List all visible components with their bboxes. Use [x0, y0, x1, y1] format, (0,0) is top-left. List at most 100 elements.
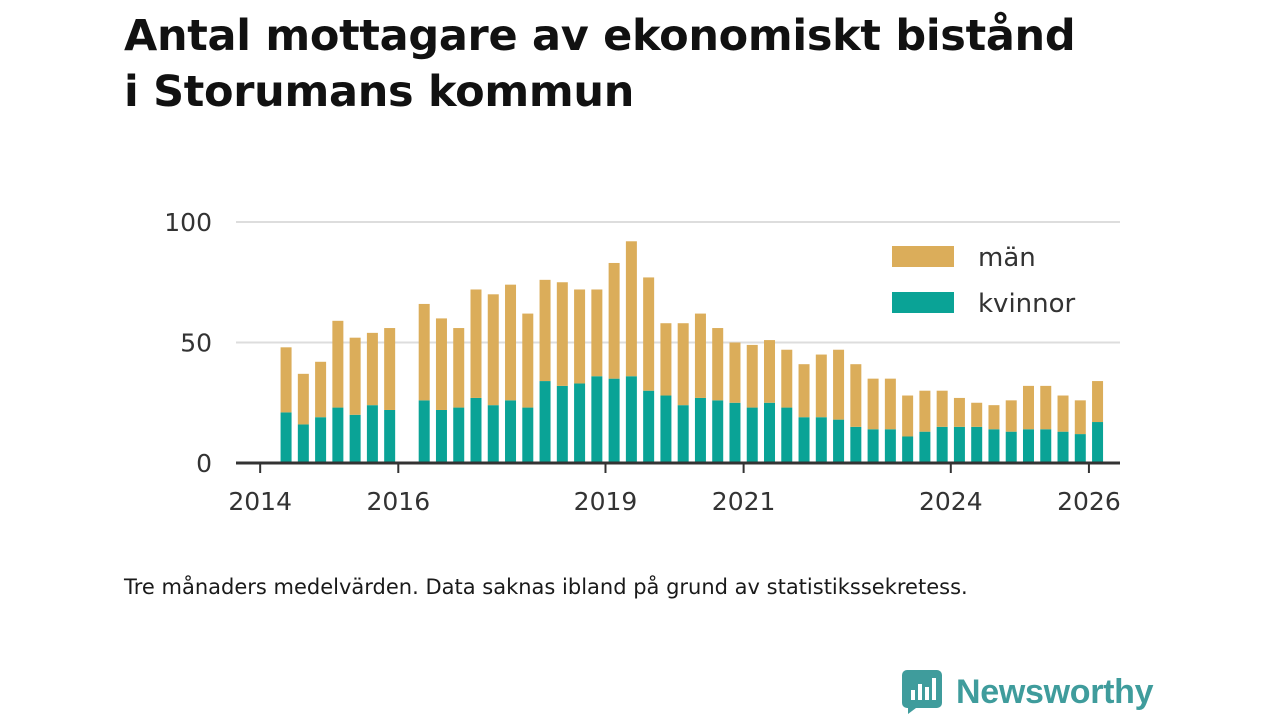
bar-man [608, 262, 620, 379]
bar-man [677, 323, 689, 406]
bar-man [850, 364, 862, 427]
bar-man [591, 289, 603, 377]
bar-man [1074, 400, 1086, 435]
title-line-1: Antal mottagare av ekonomiskt bistånd [124, 11, 1076, 61]
bar-kvinnor [746, 407, 758, 463]
y-tick-label: 50 [180, 329, 212, 358]
bar-man [660, 323, 672, 396]
bar-kvinnor [366, 405, 378, 463]
bar-man [764, 340, 776, 403]
bar-kvinnor [850, 426, 862, 463]
y-tick-label: 0 [196, 449, 212, 478]
bar-man [694, 313, 706, 398]
bar-kvinnor [902, 436, 914, 463]
bar-kvinnor [764, 402, 776, 463]
bar-man [1057, 395, 1069, 432]
y-tick-label: 100 [164, 208, 212, 237]
title-line-2: i Storumans kommun [124, 67, 635, 117]
x-tick-label: 2026 [1057, 487, 1121, 516]
bar-kvinnor [953, 426, 965, 463]
bar-kvinnor [625, 376, 637, 463]
bar-man [815, 354, 827, 418]
legend-label-kvinnor: kvinnor [978, 289, 1076, 319]
bar-kvinnor [1092, 422, 1104, 463]
bar-kvinnor [280, 412, 292, 463]
bar-kvinnor [1005, 431, 1017, 463]
bar-kvinnor [798, 417, 810, 463]
bar-man [1022, 385, 1034, 430]
x-axis: 2014 2016 2019 2021 2024 2026 [228, 461, 1121, 516]
stacked-bar-chart: 2014 2016 2019 2021 2024 2026 0 50 100 män kvinn… [164, 208, 1121, 516]
bar-kvinnor [384, 409, 396, 463]
x-tick-label: 2016 [366, 487, 430, 516]
x-tick-label: 2024 [919, 487, 983, 516]
bar-kvinnor [1074, 434, 1086, 463]
bar-man [971, 402, 983, 427]
bar-kvinnor [643, 390, 655, 463]
bar-kvinnor [660, 395, 672, 463]
bar-man [1040, 385, 1052, 430]
bar-kvinnor [297, 424, 309, 463]
bar-man [1005, 400, 1017, 432]
bar-kvinnor [539, 381, 551, 463]
bar-kvinnor [988, 429, 1000, 463]
bar-man [453, 328, 465, 408]
bar-kvinnor [418, 400, 430, 463]
bar-kvinnor [315, 417, 327, 463]
bar-kvinnor [781, 407, 793, 463]
bar-kvinnor [919, 431, 931, 463]
bar-man [867, 378, 879, 430]
bar-man [418, 303, 430, 401]
bar-man [953, 397, 965, 427]
bar-man [487, 294, 499, 406]
bar-kvinnor [729, 402, 741, 463]
bar-man [1092, 381, 1104, 423]
bar-man [574, 289, 586, 384]
bar-man [781, 349, 793, 408]
bar-man [712, 328, 724, 401]
bar-kvinnor [712, 400, 724, 463]
bar-man [435, 318, 447, 410]
bar-kvinnor [971, 426, 983, 463]
bar-man [988, 405, 1000, 430]
bar-man [366, 332, 378, 406]
y-axis: 0 50 100 [164, 208, 212, 478]
bar-kvinnor [1057, 431, 1069, 463]
bar-man [384, 328, 396, 410]
bar-man [798, 364, 810, 418]
bar-kvinnor [1040, 429, 1052, 463]
bar-man [297, 373, 309, 425]
legend-swatch-kvinnor [892, 292, 954, 313]
legend-label-man: män [978, 243, 1036, 273]
bar-kvinnor [677, 405, 689, 463]
legend: män kvinnor [892, 243, 1076, 319]
brand-name: Newsworthy [956, 672, 1154, 711]
chart-title: Antal mottagare av ekonomiskt bistånd i … [124, 8, 1224, 120]
bar-kvinnor [591, 376, 603, 463]
bar-kvinnor [487, 405, 499, 463]
bar-man [349, 337, 361, 415]
bar-man [746, 344, 758, 408]
bar-man [332, 320, 344, 408]
bar-kvinnor [332, 407, 344, 463]
bar-man [522, 313, 534, 408]
caption: Tre månaders medelvärden. Data saknas ib… [124, 575, 968, 599]
bar-kvinnor [833, 419, 845, 463]
bar-man [936, 390, 948, 427]
bar-kvinnor [1022, 429, 1034, 463]
bar-man [470, 289, 482, 398]
brand-logo[interactable]: Newsworthy [902, 670, 1154, 714]
x-tick-label: 2014 [228, 487, 292, 516]
bar-kvinnor [884, 429, 896, 463]
bar-kvinnor [453, 407, 465, 463]
bar-man [919, 390, 931, 432]
bar-kvinnor [435, 409, 447, 463]
x-tick-label: 2021 [712, 487, 776, 516]
bar-kvinnor [936, 426, 948, 463]
bar-man [505, 284, 517, 401]
newsworthy-icon [902, 670, 942, 714]
bar-man [556, 282, 568, 386]
legend-swatch-man [892, 246, 954, 267]
bar-kvinnor [556, 385, 568, 463]
bar-man [884, 378, 896, 430]
